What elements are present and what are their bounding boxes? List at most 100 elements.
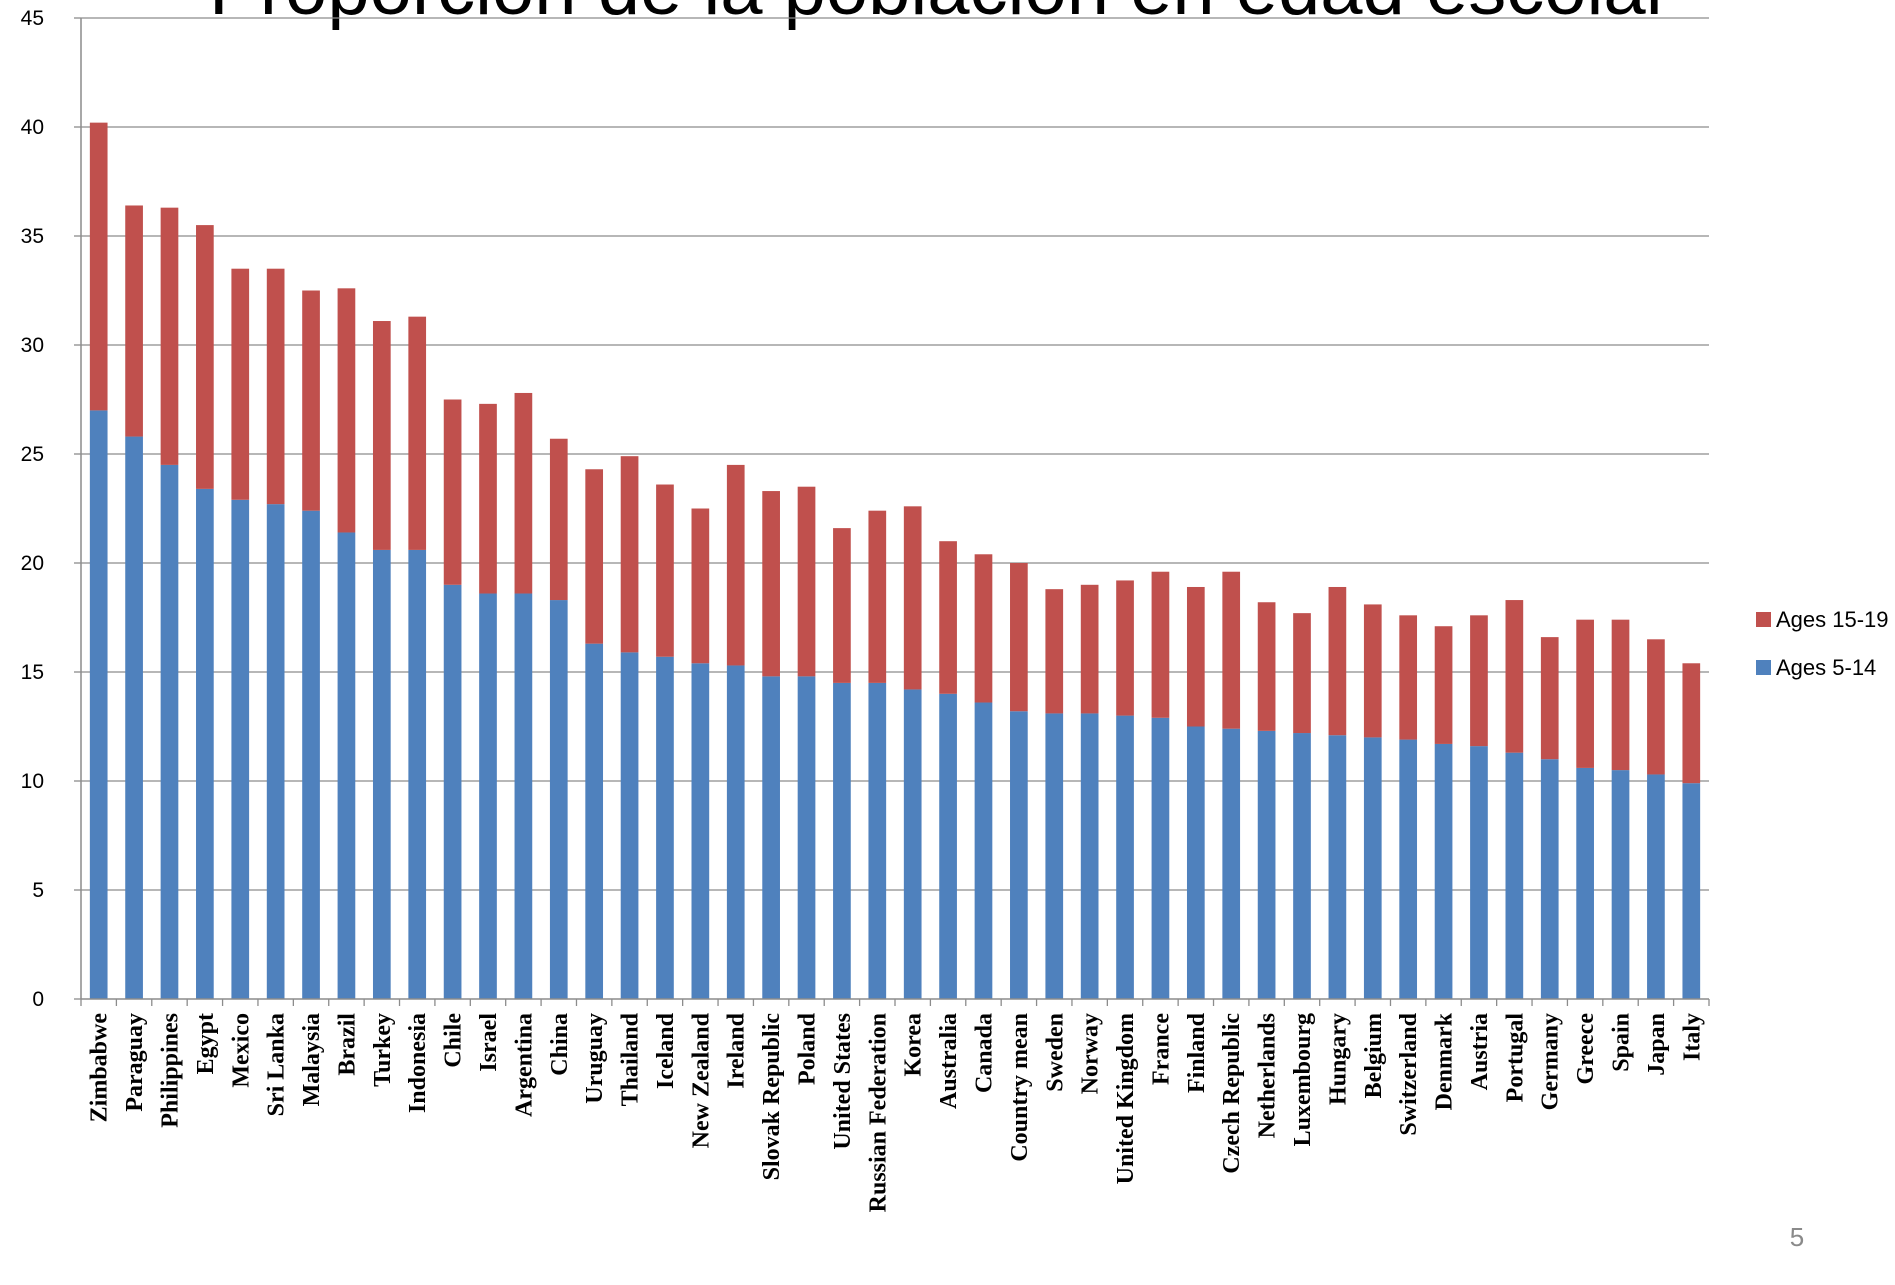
slide-title: Proporción de la población en edad escol… (209, 0, 1671, 31)
bar-segment-ages-15-19 (479, 403, 497, 594)
bar-segment-ages-15-19 (620, 456, 639, 653)
y-tick-label: 5 (32, 879, 44, 902)
bar-segment-ages-15-19 (443, 399, 462, 585)
gridlines (81, 17, 1709, 891)
bar-segment-ages-15-19 (549, 438, 568, 601)
x-category-label: Argentina (511, 1013, 537, 1117)
x-category-label: United Kingdom (1113, 1013, 1139, 1184)
bar-segment-ages-15-19 (1080, 584, 1099, 714)
x-category-label: Malaysia (299, 1013, 325, 1106)
bar-segment-ages-15-19 (1116, 580, 1134, 716)
x-category-label: Sri Lanka (264, 1013, 290, 1116)
bar-segment-ages-5-14 (762, 676, 780, 999)
bar-segment-ages-5-14 (726, 665, 745, 999)
x-category-label: Japan (1644, 1013, 1670, 1076)
bar-segment-ages-5-14 (1222, 728, 1241, 999)
bar-segment-ages-5-14 (620, 652, 639, 999)
x-category-label: Austria (1467, 1013, 1493, 1090)
bar-segment-ages-15-19 (196, 225, 214, 489)
x-category-label: Uruguay (582, 1013, 608, 1104)
y-tick-label: 35 (21, 225, 44, 248)
x-category-label: Finland (1184, 1012, 1210, 1093)
x-category-label: Brazil (334, 1013, 360, 1076)
bar-segment-ages-15-19 (337, 288, 356, 533)
x-category-label: Country mean (1007, 1013, 1033, 1162)
slide-title-group: Proporción de la población en edad escol… (209, 0, 1671, 31)
x-category-label: Germany (1538, 1013, 1564, 1110)
bar-segment-ages-5-14 (585, 643, 604, 999)
bar-segment-ages-5-14 (903, 689, 922, 999)
bar-segment-ages-5-14 (1576, 767, 1594, 999)
bar-segment-ages-5-14 (372, 549, 391, 999)
x-category-label: Zimbabwe (87, 1013, 113, 1123)
bar-segment-ages-15-19 (1363, 604, 1382, 738)
bar-segment-ages-15-19 (1611, 619, 1630, 771)
page-number: 5 (1790, 1222, 1804, 1252)
bar-segment-ages-5-14 (89, 410, 108, 999)
x-category-label: Egypt (193, 1013, 219, 1074)
x-category-label: Philippines (157, 1013, 183, 1128)
bar-segment-ages-15-19 (1257, 602, 1276, 731)
bar-segment-ages-5-14 (1505, 752, 1524, 999)
bar-segment-ages-5-14 (1080, 713, 1099, 999)
x-category-label: Mexico (228, 1013, 254, 1088)
x-category-label: Iceland (653, 1012, 679, 1089)
bar-segment-ages-5-14 (125, 436, 143, 999)
legend-item-ages-5-14: Ages 5-14 (1756, 655, 1876, 680)
bar-segment-ages-15-19 (231, 268, 250, 500)
bar-segment-ages-5-14 (1399, 739, 1418, 999)
bar-segment-ages-5-14 (1010, 711, 1028, 999)
y-tick-label: 20 (21, 552, 44, 575)
y-tick-label: 10 (21, 770, 44, 793)
bar-segment-ages-15-19 (1010, 563, 1028, 712)
x-category-label: Poland (795, 1012, 821, 1085)
y-tick-label: 15 (21, 661, 44, 684)
bar-segment-ages-15-19 (125, 205, 143, 437)
bar-segment-ages-15-19 (656, 484, 674, 657)
bars (89, 122, 1701, 999)
bar-segment-ages-5-14 (1470, 746, 1488, 999)
x-category-label: Israel (476, 1013, 502, 1072)
bar-segment-ages-15-19 (1151, 571, 1170, 718)
bar-segment-ages-5-14 (868, 682, 887, 999)
bar-segment-ages-5-14 (266, 504, 285, 999)
bar-segment-ages-5-14 (656, 656, 674, 999)
x-category-label: Slovak Republic (759, 1013, 785, 1181)
x-category-label: Spain (1609, 1013, 1635, 1072)
x-category-label: Russian Federation (865, 1013, 891, 1212)
bar-segment-ages-5-14 (1540, 759, 1559, 999)
y-tick-label: 0 (32, 988, 44, 1011)
bar-segment-ages-5-14 (196, 488, 214, 999)
bar-segment-ages-5-14 (974, 702, 993, 999)
bar-segment-ages-5-14 (231, 499, 250, 999)
bar-segment-ages-5-14 (549, 600, 568, 999)
bar-segment-ages-15-19 (1186, 586, 1205, 727)
bar-segment-ages-15-19 (1328, 586, 1347, 736)
x-category-label: Ireland (724, 1012, 750, 1088)
bar-segment-ages-15-19 (762, 491, 780, 677)
legend-label: Ages 5-14 (1776, 655, 1876, 680)
y-tick-label: 45 (21, 7, 44, 30)
bar-segment-ages-15-19 (691, 508, 710, 664)
x-category-labels: Zimbabwe Paraguay Philippines Egypt Mexico Sr… (87, 1012, 1706, 1212)
bar-segment-ages-15-19 (160, 207, 179, 465)
bar-segment-ages-5-14 (939, 693, 957, 999)
x-category-label: Paraguay (122, 1013, 148, 1112)
legend-label: Ages 15-19 (1776, 607, 1889, 632)
x-category-label: Greece (1573, 1013, 1599, 1085)
bar-segment-ages-15-19 (1647, 639, 1665, 775)
bar-segment-ages-15-19 (408, 316, 427, 550)
x-category-label: Italy (1679, 1013, 1705, 1061)
axes (74, 17, 1710, 1006)
legend-swatch (1756, 660, 1771, 675)
bar-segment-ages-5-14 (408, 549, 427, 999)
x-category-label: Portugal (1502, 1013, 1528, 1103)
bar-segment-ages-5-14 (1186, 726, 1205, 999)
y-tick-label: 40 (21, 116, 44, 139)
bar-segment-ages-15-19 (1576, 619, 1594, 768)
bar-segment-ages-5-14 (1434, 743, 1453, 999)
legend: Ages 15-19 Ages 5-14 (1756, 607, 1889, 680)
bar-segment-ages-5-14 (1363, 737, 1382, 999)
bar-segment-ages-5-14 (1611, 770, 1630, 999)
